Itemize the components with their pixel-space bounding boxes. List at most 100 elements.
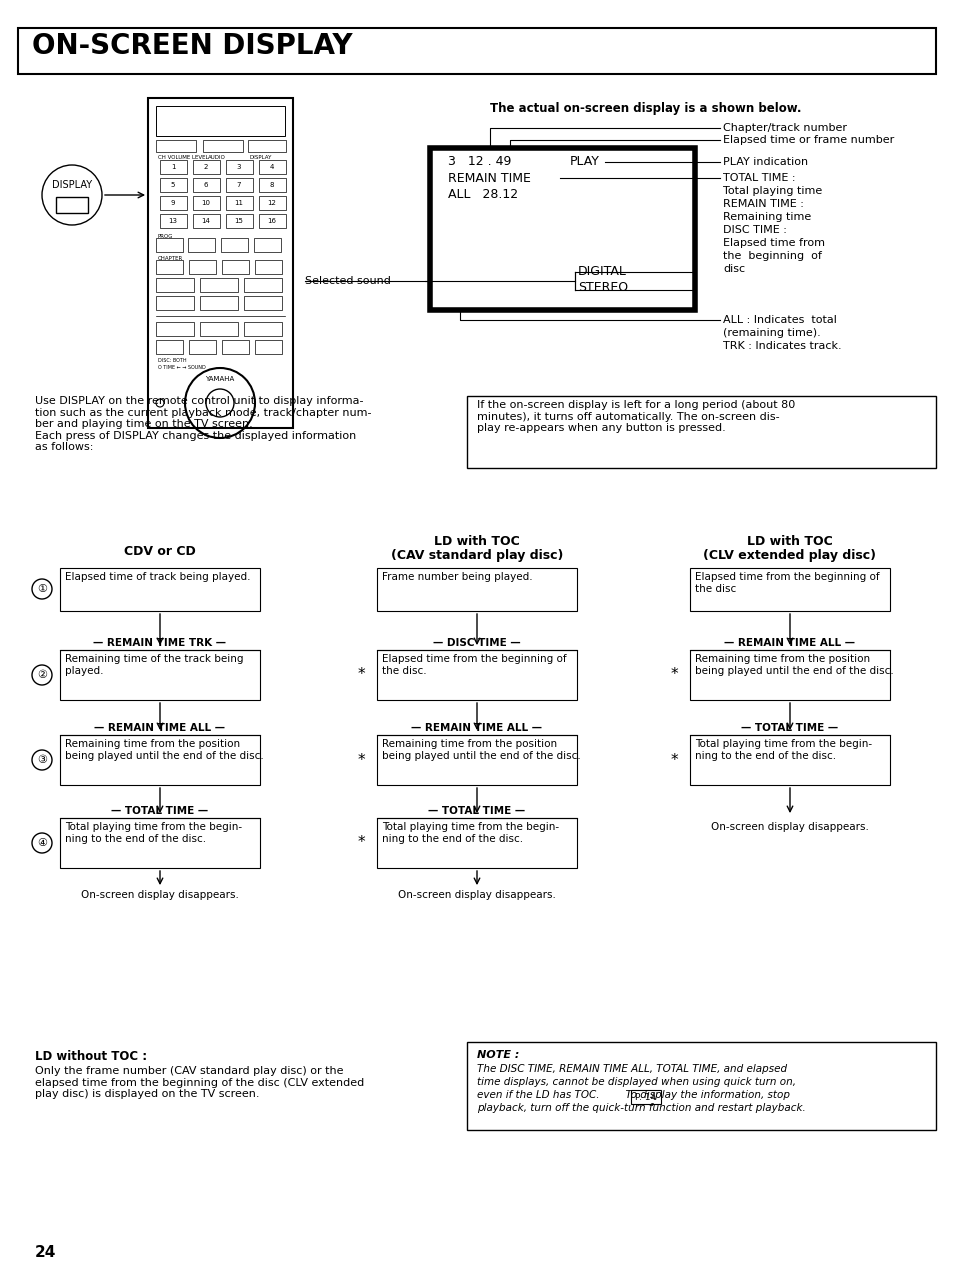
Bar — [156, 106, 285, 136]
Text: Elapsed time of track being played.: Elapsed time of track being played. — [65, 572, 251, 583]
Text: — REMAIN TIME TRK —: — REMAIN TIME TRK — — [93, 639, 226, 647]
Text: the  beginning  of: the beginning of — [722, 251, 821, 261]
Text: TOTAL TIME :: TOTAL TIME : — [722, 173, 795, 183]
Bar — [160, 214, 187, 228]
Bar — [203, 140, 243, 151]
Text: 3   12 . 49: 3 12 . 49 — [448, 155, 511, 168]
Text: DISC TIME :: DISC TIME : — [722, 225, 786, 235]
Text: even if the LD has TOC.        To display the information, stop: even if the LD has TOC. To display the i… — [476, 1090, 789, 1100]
Text: REMAIN TIME: REMAIN TIME — [448, 172, 530, 184]
Text: ③: ③ — [37, 756, 47, 764]
Text: ALL : Indicates  total: ALL : Indicates total — [722, 315, 836, 326]
Text: Elapsed time from the beginning of
the disc.: Elapsed time from the beginning of the d… — [381, 654, 566, 675]
Bar — [56, 197, 88, 212]
Bar — [189, 340, 215, 354]
Text: 12: 12 — [267, 200, 276, 206]
Bar — [258, 214, 286, 228]
Text: PLAY: PLAY — [569, 155, 599, 168]
Text: — TOTAL TIME —: — TOTAL TIME — — [428, 806, 525, 817]
Text: CHAPTER: CHAPTER — [158, 256, 183, 261]
Text: Remaining time from the position
being played until the end of the disc.: Remaining time from the position being p… — [381, 739, 580, 761]
Text: LD with TOC: LD with TOC — [746, 536, 832, 548]
Text: 16: 16 — [267, 218, 276, 224]
Text: 11: 11 — [234, 200, 243, 206]
Text: Remaining time: Remaining time — [722, 212, 810, 223]
Text: Chapter/track number: Chapter/track number — [722, 123, 846, 134]
Text: 4: 4 — [270, 164, 274, 170]
Bar — [244, 296, 282, 310]
Bar — [189, 259, 215, 273]
Text: Total playing time from the begin-
ning to the end of the disc.: Total playing time from the begin- ning … — [381, 822, 558, 843]
Bar — [156, 322, 193, 336]
Text: — TOTAL TIME —: — TOTAL TIME — — [112, 806, 209, 817]
Text: On-screen display disappears.: On-screen display disappears. — [81, 890, 238, 901]
Bar — [156, 279, 193, 293]
Bar — [148, 98, 293, 427]
Text: *: * — [670, 753, 677, 767]
Text: Use DISPLAY on the remote control unit to display informa-
tion such as the curr: Use DISPLAY on the remote control unit t… — [35, 396, 371, 453]
Bar — [376, 569, 577, 611]
Text: — REMAIN TIME ALL —: — REMAIN TIME ALL — — [723, 639, 855, 647]
Text: DISPLAY: DISPLAY — [250, 155, 273, 160]
Text: P. 14: P. 14 — [635, 1093, 656, 1102]
Text: YAMAHA: YAMAHA — [205, 377, 234, 382]
Bar — [156, 238, 183, 252]
Bar — [376, 735, 577, 785]
Text: Remaining time of the track being
played.: Remaining time of the track being played… — [65, 654, 243, 675]
Text: — REMAIN TIME ALL —: — REMAIN TIME ALL — — [94, 722, 225, 733]
Bar — [226, 196, 253, 210]
Bar — [248, 140, 286, 151]
Bar — [193, 196, 220, 210]
Text: If the on-screen display is left for a long period (about 80
minutes), it turns : If the on-screen display is left for a l… — [476, 399, 795, 434]
Bar — [200, 296, 237, 310]
Text: 13: 13 — [169, 218, 177, 224]
Text: NOTE :: NOTE : — [476, 1049, 518, 1060]
Bar — [222, 259, 249, 273]
Text: PLAY indication: PLAY indication — [722, 156, 807, 167]
Text: 10: 10 — [201, 200, 211, 206]
Bar — [156, 140, 195, 151]
Bar — [188, 238, 214, 252]
Bar — [60, 650, 260, 700]
Text: 24: 24 — [35, 1245, 56, 1261]
Text: — DISC TIME —: — DISC TIME — — [433, 639, 520, 647]
Bar — [18, 28, 935, 74]
Bar — [222, 340, 249, 354]
Bar — [193, 214, 220, 228]
Text: (remaining time).: (remaining time). — [722, 328, 820, 338]
Bar — [226, 160, 253, 174]
Bar — [156, 340, 183, 354]
Text: 9: 9 — [171, 200, 175, 206]
Bar — [226, 178, 253, 192]
Bar — [60, 735, 260, 785]
Text: 8: 8 — [270, 182, 274, 188]
Text: Elapsed time from: Elapsed time from — [722, 238, 824, 248]
Text: TRK : Indicates track.: TRK : Indicates track. — [722, 341, 841, 351]
Text: disc: disc — [722, 265, 744, 273]
Text: ALL   28.12: ALL 28.12 — [448, 188, 517, 201]
Text: 14: 14 — [201, 218, 211, 224]
Text: O TIME ← → SOUND: O TIME ← → SOUND — [158, 365, 206, 370]
Text: 2: 2 — [204, 164, 208, 170]
Bar — [244, 322, 282, 336]
Text: DISC: BOTH: DISC: BOTH — [158, 357, 193, 363]
Text: LD with TOC: LD with TOC — [434, 536, 519, 548]
Text: ②: ② — [37, 670, 47, 681]
Text: PROG: PROG — [158, 234, 173, 239]
Text: (CAV standard play disc): (CAV standard play disc) — [391, 550, 562, 562]
Text: DIGITAL: DIGITAL — [578, 265, 626, 279]
Bar — [376, 818, 577, 868]
Bar — [156, 296, 193, 310]
Text: ①: ① — [37, 584, 47, 594]
Bar — [221, 238, 248, 252]
Text: Elapsed time from the beginning of
the disc: Elapsed time from the beginning of the d… — [695, 572, 879, 594]
Bar — [689, 569, 889, 611]
Bar — [200, 322, 237, 336]
Text: CDV or CD: CDV or CD — [124, 544, 195, 558]
Text: Total playing time from the begin-
ning to the end of the disc.: Total playing time from the begin- ning … — [695, 739, 871, 761]
Bar — [254, 340, 282, 354]
Bar — [630, 1090, 660, 1104]
Bar — [430, 148, 695, 310]
Text: 5: 5 — [171, 182, 175, 188]
Text: *: * — [356, 753, 364, 767]
